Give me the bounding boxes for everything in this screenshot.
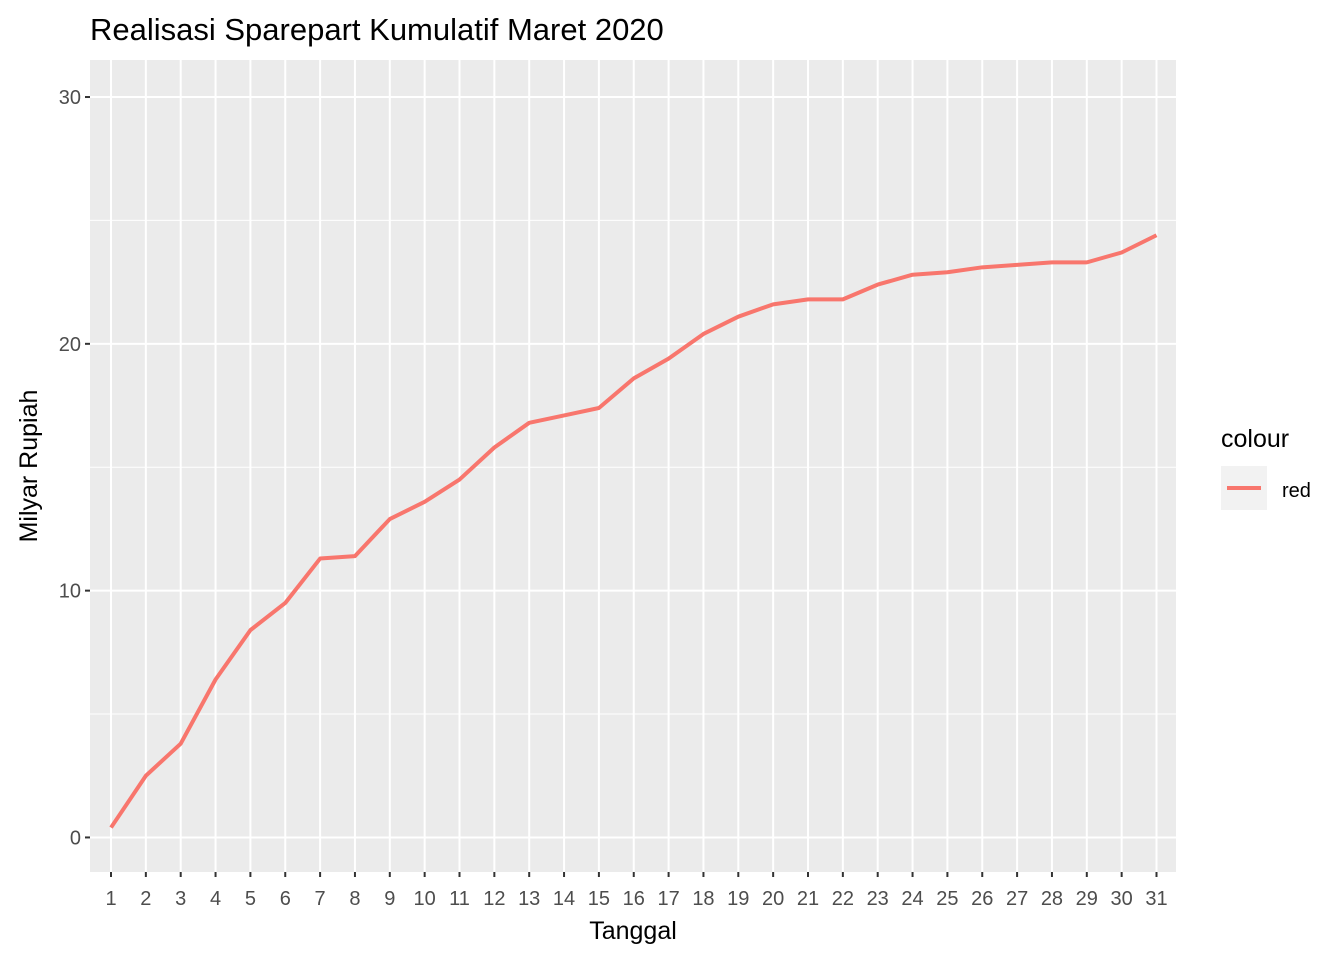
x-tick-label: 9 — [384, 888, 395, 910]
x-tick-label: 29 — [1076, 888, 1098, 910]
legend: colour red — [1221, 425, 1311, 510]
x-tick-label: 30 — [1111, 888, 1133, 910]
x-tick-label: 12 — [483, 888, 505, 910]
series-layer — [109, 233, 1158, 829]
x-tick-label: 26 — [971, 888, 993, 910]
y-tick-label: 0 — [70, 827, 81, 849]
x-tick-label: 25 — [936, 888, 958, 910]
grid-major — [90, 60, 1176, 872]
x-axis: 1 2 3 4 5 6 7 8 9 10 11 12 13 14 15 16 17 18 19 20 21 22 23 24 2… — [105, 872, 1168, 910]
series-line-red — [109, 233, 1158, 829]
x-tick-label: 19 — [727, 888, 749, 910]
x-tick-label: 23 — [867, 888, 889, 910]
y-tick-label: 10 — [59, 581, 81, 603]
x-tick-label: 10 — [414, 888, 436, 910]
x-tick-label: 15 — [588, 888, 610, 910]
x-tick-label: 24 — [901, 888, 923, 910]
x-tick-label: 31 — [1145, 888, 1167, 910]
x-tick-label: 3 — [175, 888, 186, 910]
chart-title: Realisasi Sparepart Kumulatif Maret 2020 — [90, 12, 664, 47]
x-tick-label: 7 — [315, 888, 326, 910]
x-tick-label: 22 — [832, 888, 854, 910]
x-axis-title: Tanggal — [589, 917, 677, 945]
x-tick-label: 8 — [349, 888, 360, 910]
x-tick-label: 11 — [449, 888, 470, 910]
x-tick-label: 1 — [105, 888, 116, 910]
x-tick-label: 6 — [280, 888, 291, 910]
y-tick-label: 20 — [59, 334, 81, 356]
x-tick-label: 13 — [518, 888, 540, 910]
x-tick-label: 17 — [657, 888, 679, 910]
x-tick-label: 5 — [245, 888, 256, 910]
x-tick-label: 2 — [140, 888, 151, 910]
x-tick-label: 20 — [762, 888, 784, 910]
legend-label-red: red — [1282, 480, 1311, 502]
x-tick-label: 28 — [1041, 888, 1063, 910]
legend-title: colour — [1221, 425, 1289, 453]
x-tick-label: 14 — [553, 888, 575, 910]
x-tick-label: 18 — [692, 888, 714, 910]
x-tick-label: 27 — [1006, 888, 1028, 910]
y-tick-label: 30 — [59, 87, 81, 109]
x-tick-label: 21 — [797, 888, 819, 910]
x-tick-label: 16 — [623, 888, 645, 910]
y-axis-title: Milyar Rupiah — [15, 390, 43, 543]
x-tick-label: 4 — [210, 888, 221, 910]
y-axis: 0 10 20 30 — [59, 87, 90, 849]
